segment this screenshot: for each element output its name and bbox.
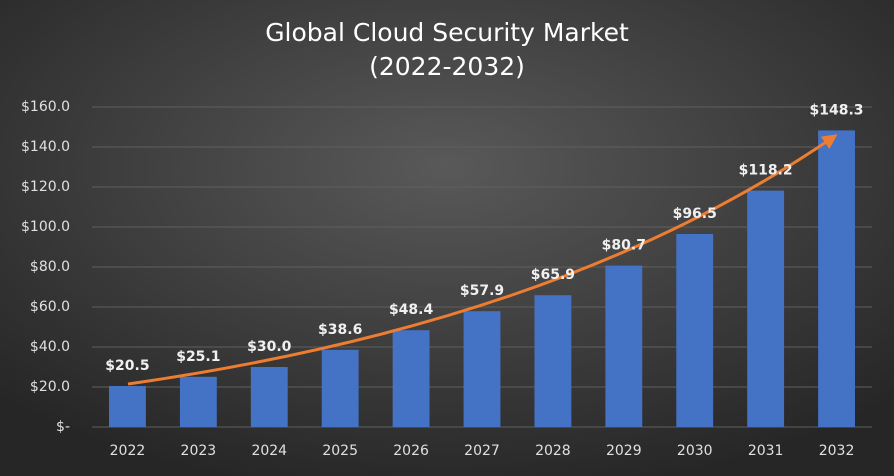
x-tick-label: 2027	[464, 443, 500, 459]
value-label: $48.4	[389, 302, 434, 318]
bar	[392, 330, 430, 427]
y-tick-label: $-	[56, 419, 70, 435]
value-label: $65.9	[531, 267, 575, 283]
x-tick-label: 2032	[819, 443, 855, 459]
bar	[818, 130, 855, 427]
bar	[605, 265, 643, 427]
y-tick-label: $120.0	[21, 179, 70, 195]
bar	[676, 234, 714, 427]
chart-title: Global Cloud Security Market	[265, 18, 629, 47]
x-tick-label: 2026	[393, 443, 429, 459]
value-label: $30.0	[247, 339, 292, 355]
x-tick-label: 2022	[110, 443, 146, 459]
x-tick-label: 2023	[181, 443, 217, 459]
bar	[534, 295, 572, 427]
value-label: $148.3	[810, 102, 864, 118]
x-tick-label: 2024	[251, 443, 287, 459]
y-tick-label: $80.0	[30, 259, 70, 275]
y-tick-label: $140.0	[21, 139, 70, 155]
bar	[463, 311, 501, 427]
bar	[747, 190, 785, 427]
x-tick-label: 2025	[322, 443, 358, 459]
y-tick-label: $160.0	[21, 99, 70, 115]
value-label: $80.7	[602, 238, 646, 254]
value-label: $38.6	[318, 322, 362, 338]
bar	[250, 367, 288, 427]
y-tick-label: $60.0	[30, 299, 70, 315]
value-label: $25.1	[176, 349, 220, 365]
trend-arrow	[127, 134, 838, 386]
value-label: $96.5	[673, 206, 717, 222]
value-label: $57.9	[460, 283, 504, 299]
chart-subtitle: (2022-2032)	[369, 52, 525, 81]
bar	[109, 386, 146, 427]
x-tick-label: 2028	[535, 443, 571, 459]
x-tick-label: 2029	[606, 443, 642, 459]
value-label: $118.2	[739, 163, 793, 179]
x-tick-label: 2030	[677, 443, 713, 459]
value-label: $20.5	[105, 358, 149, 374]
y-tick-label: $40.0	[30, 339, 70, 355]
y-tick-label: $100.0	[21, 219, 70, 235]
bar	[321, 349, 359, 427]
y-tick-label: $20.0	[30, 379, 70, 395]
bar	[179, 376, 217, 427]
x-tick-label: 2031	[748, 443, 784, 459]
